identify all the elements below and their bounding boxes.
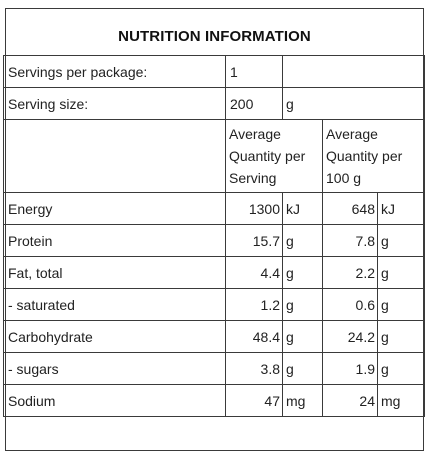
per-serving-value: 3.8 — [225, 352, 283, 385]
servings-per-package-value: 1 — [225, 55, 283, 88]
per-serving-unit: g — [282, 256, 323, 289]
nutrient-row: Carbohydrate 48.4 g 24.2 g — [3, 320, 426, 353]
per-100g-unit: g — [376, 224, 426, 257]
per-100g-value: 2.2 — [322, 256, 378, 289]
per-serving-unit: mg — [282, 384, 323, 417]
per-100g-unit: mg — [376, 384, 426, 417]
per-100g-unit: g — [376, 288, 426, 321]
nutrient-row: Sodium 47 mg 24 mg — [3, 384, 426, 417]
nutrient-label: Energy — [3, 192, 226, 225]
per-serving-value: 1.2 — [225, 288, 283, 321]
per-serving-value: 1300 — [225, 192, 283, 225]
header-blank — [3, 119, 226, 193]
nutrient-row: Fat, total 4.4 g 2.2 g — [3, 256, 426, 289]
per-100g-unit: g — [376, 256, 426, 289]
per-serving-unit: g — [282, 352, 323, 385]
per-serving-value: 47 — [225, 384, 283, 417]
servings-per-package-unit — [281, 55, 426, 88]
nutrient-row: - sugars 3.8 g 1.9 g — [3, 352, 426, 385]
header-per-100g: Average Quantity per 100 g — [321, 119, 426, 193]
serving-size-row: Serving size: 200 g — [3, 87, 426, 120]
panel-title: NUTRITION INFORMATION — [118, 27, 311, 45]
nutrient-label: Sodium — [3, 384, 226, 417]
nutrient-label: Carbohydrate — [3, 320, 226, 353]
per-serving-unit: g — [282, 288, 323, 321]
per-serving-value: 4.4 — [225, 256, 283, 289]
nutrient-row: Protein 15.7 g 7.8 g — [3, 224, 426, 257]
per-100g-unit: g — [376, 320, 426, 353]
per-serving-unit: g — [282, 320, 323, 353]
servings-per-package-row: Servings per package: 1 — [3, 55, 426, 88]
servings-per-package-label: Servings per package: — [3, 55, 226, 88]
per-100g-unit: g — [376, 352, 426, 385]
per-100g-value: 24.2 — [322, 320, 378, 353]
nutrient-label: Protein — [3, 224, 226, 257]
per-100g-value: 1.9 — [322, 352, 378, 385]
per-100g-value: 7.8 — [322, 224, 378, 257]
column-header-row: Average Quantity per Serving Average Qua… — [3, 119, 426, 193]
per-100g-unit: kJ — [376, 192, 426, 225]
serving-size-label: Serving size: — [3, 87, 226, 120]
nutrition-table: Servings per package: 1 Serving size: 20… — [3, 55, 426, 417]
header-per-serving: Average Quantity per Serving — [225, 119, 323, 193]
per-100g-value: 0.6 — [322, 288, 378, 321]
nutrient-label: - sugars — [3, 352, 226, 385]
per-serving-unit: kJ — [282, 192, 323, 225]
nutrient-label: - saturated — [3, 288, 226, 321]
per-serving-unit: g — [282, 224, 323, 257]
nutrient-row: Energy 1300 kJ 648 kJ — [3, 192, 426, 225]
nutrient-label: Fat, total — [3, 256, 226, 289]
nutrient-row: - saturated 1.2 g 0.6 g — [3, 288, 426, 321]
serving-size-unit: g — [281, 87, 426, 120]
per-100g-value: 24 — [322, 384, 378, 417]
per-serving-value: 48.4 — [225, 320, 283, 353]
per-100g-value: 648 — [322, 192, 378, 225]
serving-size-value: 200 — [225, 87, 283, 120]
per-serving-value: 15.7 — [225, 224, 283, 257]
